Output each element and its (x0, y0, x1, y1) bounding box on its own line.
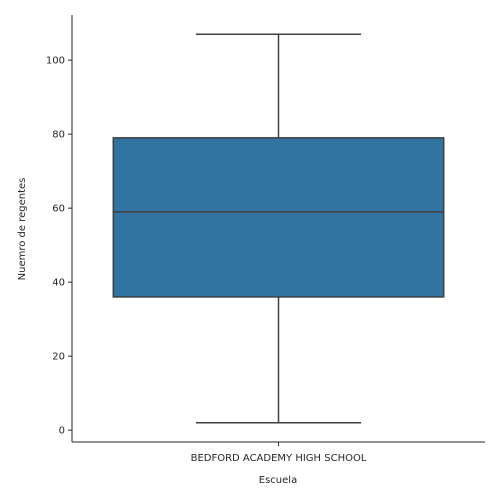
plot-area (112, 33, 445, 424)
y-tick-label: 80 (52, 130, 65, 141)
y-tick-label: 100 (46, 56, 65, 67)
y-tick-label: 40 (52, 278, 65, 289)
y-axis-label: Nuemro de regentes (17, 178, 28, 281)
y-axis-ticks: 0 20 40 60 80 100 (46, 56, 72, 437)
x-axis-ticks: BEDFORD ACADEMY HIGH SCHOOL (191, 442, 367, 464)
x-axis-label: Escuela (259, 475, 297, 486)
box-iqr (112, 137, 445, 298)
y-tick-label: 20 (52, 352, 65, 363)
x-tick-label: BEDFORD ACADEMY HIGH SCHOOL (191, 453, 367, 464)
y-tick-label: 0 (59, 426, 65, 437)
y-tick-label: 60 (52, 204, 65, 215)
